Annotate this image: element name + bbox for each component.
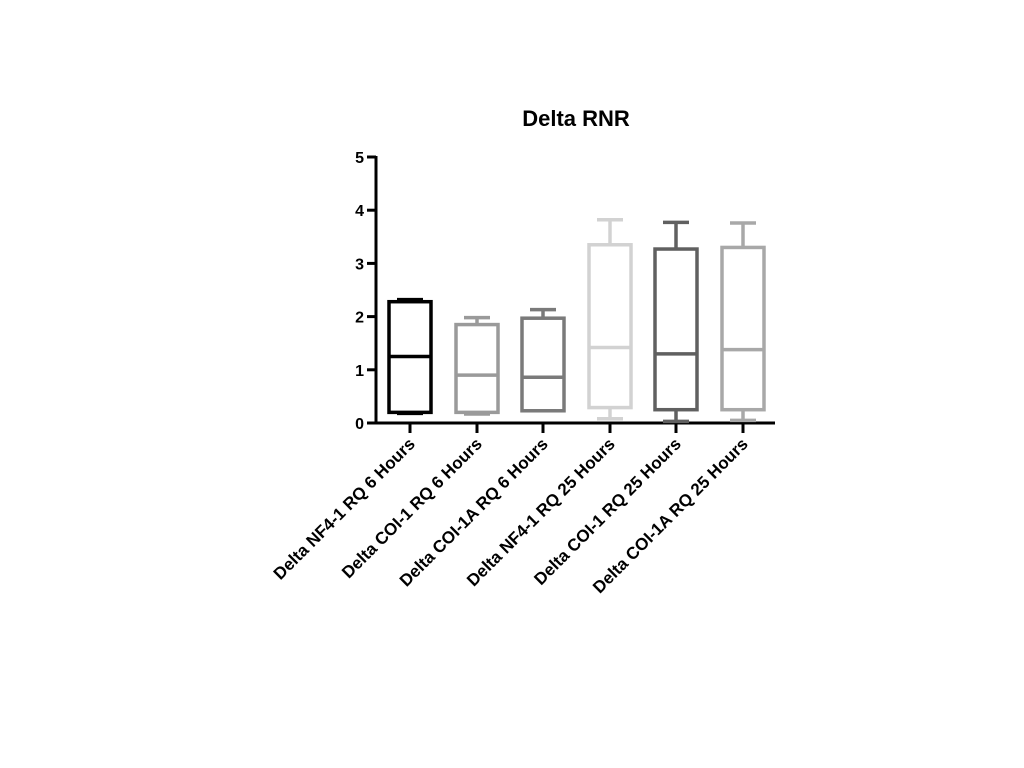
iqr-box [454,322,500,415]
y-tick-label: 2 [355,310,364,327]
boxes [387,218,766,424]
y-tick-label: 3 [355,256,364,273]
chart-title: Delta RNR [522,106,630,131]
box-1 [387,297,433,416]
y-tick-label: 1 [355,363,364,380]
iqr-box [720,245,766,412]
box-5 [653,220,699,424]
y-axis: 0 1 2 3 4 5 [355,150,378,433]
iqr-box [520,316,566,413]
box-4 [587,218,633,421]
y-tick-label: 4 [355,203,364,220]
iqr-box [653,247,699,412]
box-3 [520,307,566,413]
y-tick-label: 0 [355,416,364,433]
iqr-box [587,243,633,410]
x-tick-label: Delta NF4-1 RQ 6 Hours [270,434,419,583]
y-tick-label: 5 [355,150,364,167]
box-6 [720,221,766,423]
box-2 [454,315,500,416]
